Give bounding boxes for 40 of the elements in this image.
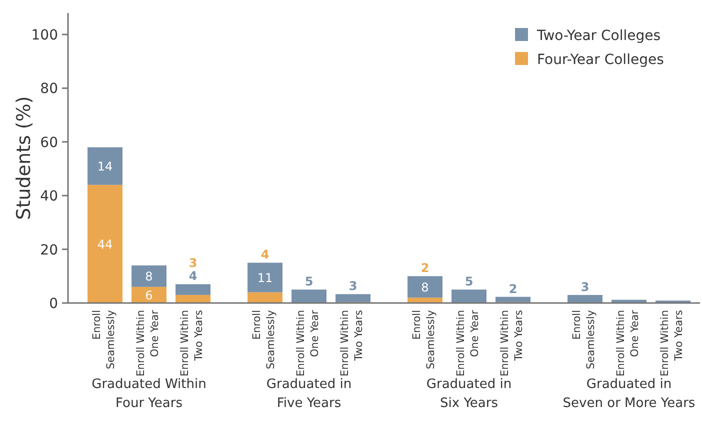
x-tick-label: Enroll Seamlessly xyxy=(571,310,597,370)
x-tick-label: Enroll Seamlessly xyxy=(251,310,277,370)
x-tick-label: Enroll Within Two Years xyxy=(499,310,525,376)
data-label: 5 xyxy=(464,274,474,289)
data-label: 3 xyxy=(348,279,358,294)
y-tick-label: 40 xyxy=(40,188,58,205)
y-tick-label: 60 xyxy=(40,134,58,151)
y-tick-label: 20 xyxy=(40,242,58,258)
legend-label: Four-Year Colleges xyxy=(537,52,664,68)
data-label: 14 xyxy=(97,160,113,174)
x-tick-label: Enroll Seamlessly xyxy=(91,310,117,370)
x-tick-label: Enroll Within Two Years xyxy=(179,310,205,376)
x-tick-label: Enroll Within One Year xyxy=(295,309,321,376)
y-tick-label: 100 xyxy=(31,27,58,44)
data-label: 3 xyxy=(188,256,198,270)
y-axis-title: Students (%) xyxy=(13,96,35,220)
data-label: 2 xyxy=(420,261,430,276)
text: Graduated Within Four Years xyxy=(92,377,206,411)
x-tick-label: Enroll Seamlessly xyxy=(411,310,437,370)
data-label: 8 xyxy=(421,280,429,294)
x-tick-label: Enroll Within One Year xyxy=(615,309,641,376)
data-label: 5 xyxy=(304,274,314,289)
data-label: 44 xyxy=(97,237,113,252)
text: Graduated in Six Years xyxy=(426,377,512,411)
data-label: 6 xyxy=(145,288,153,302)
data-label: 4 xyxy=(188,269,198,284)
data-label: 8 xyxy=(145,270,153,284)
x-tick-label: Enroll Within Two Years xyxy=(339,310,365,376)
text: Graduated in Five Years xyxy=(266,377,352,411)
y-tick-label: 80 xyxy=(40,81,58,98)
data-label: 11 xyxy=(257,270,273,285)
x-tick-label: Enroll Within One Year xyxy=(455,309,481,376)
text: Graduated in Seven or More Years xyxy=(562,377,696,411)
data-label: 4 xyxy=(260,248,270,262)
y-tick-label: 0 xyxy=(49,296,58,312)
x-tick-label: Enroll Within One Year xyxy=(135,309,161,376)
data-label: 3 xyxy=(580,280,590,294)
data-label: 2 xyxy=(508,282,518,296)
legend-label: Two-Year Colleges xyxy=(536,28,661,44)
x-tick-label: Enroll Within Two Years xyxy=(659,310,685,376)
